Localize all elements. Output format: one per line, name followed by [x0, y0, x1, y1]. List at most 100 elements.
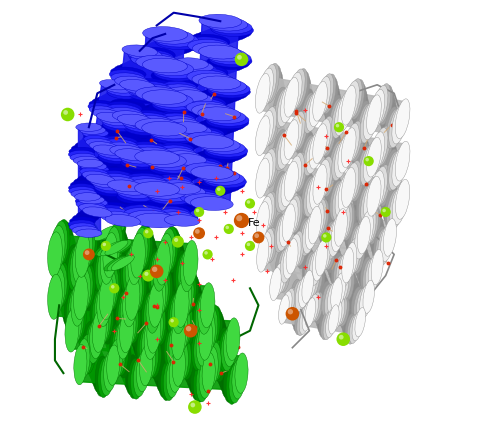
Ellipse shape: [71, 190, 97, 198]
Ellipse shape: [61, 234, 76, 279]
Ellipse shape: [164, 326, 178, 369]
Circle shape: [288, 309, 293, 315]
Ellipse shape: [151, 127, 196, 142]
Ellipse shape: [272, 214, 285, 251]
Ellipse shape: [193, 362, 207, 402]
Circle shape: [145, 230, 148, 234]
Ellipse shape: [280, 248, 292, 283]
Ellipse shape: [353, 132, 368, 171]
Ellipse shape: [122, 45, 157, 57]
Ellipse shape: [360, 285, 371, 318]
Ellipse shape: [341, 203, 355, 240]
Ellipse shape: [99, 151, 128, 162]
Circle shape: [61, 108, 74, 121]
Ellipse shape: [144, 317, 158, 360]
Circle shape: [172, 236, 184, 248]
Ellipse shape: [351, 287, 363, 320]
Ellipse shape: [151, 69, 196, 84]
Ellipse shape: [115, 149, 150, 161]
Ellipse shape: [345, 212, 358, 249]
Ellipse shape: [92, 290, 107, 335]
Ellipse shape: [163, 78, 198, 90]
Ellipse shape: [101, 225, 125, 240]
Ellipse shape: [345, 123, 359, 163]
Ellipse shape: [387, 190, 401, 229]
Ellipse shape: [125, 60, 161, 72]
Circle shape: [255, 233, 259, 238]
Ellipse shape: [182, 129, 225, 143]
Ellipse shape: [185, 65, 228, 79]
Ellipse shape: [187, 321, 201, 363]
Ellipse shape: [295, 71, 310, 111]
Ellipse shape: [183, 240, 198, 285]
Ellipse shape: [204, 48, 247, 62]
Ellipse shape: [142, 340, 156, 381]
Ellipse shape: [87, 130, 116, 141]
Ellipse shape: [90, 178, 119, 188]
Ellipse shape: [136, 225, 151, 270]
Polygon shape: [54, 278, 209, 324]
Ellipse shape: [83, 207, 112, 217]
Ellipse shape: [235, 353, 248, 393]
Ellipse shape: [96, 205, 131, 217]
Circle shape: [381, 207, 391, 217]
Ellipse shape: [188, 39, 230, 53]
Ellipse shape: [331, 253, 343, 288]
Ellipse shape: [116, 240, 131, 285]
Ellipse shape: [340, 268, 352, 301]
Ellipse shape: [126, 113, 171, 127]
Ellipse shape: [97, 112, 126, 123]
Ellipse shape: [224, 324, 237, 367]
Polygon shape: [85, 83, 127, 214]
Ellipse shape: [122, 304, 136, 347]
Ellipse shape: [297, 160, 311, 200]
Ellipse shape: [380, 170, 394, 210]
Ellipse shape: [290, 195, 303, 233]
Ellipse shape: [85, 191, 115, 201]
Ellipse shape: [350, 225, 363, 262]
Circle shape: [142, 270, 154, 282]
Ellipse shape: [273, 244, 285, 280]
Ellipse shape: [141, 134, 185, 149]
Circle shape: [336, 124, 339, 128]
Ellipse shape: [72, 214, 99, 222]
Ellipse shape: [347, 78, 362, 118]
Ellipse shape: [69, 147, 95, 156]
Ellipse shape: [74, 192, 100, 201]
Ellipse shape: [69, 184, 95, 192]
Ellipse shape: [142, 236, 156, 281]
Ellipse shape: [285, 271, 297, 304]
Ellipse shape: [96, 126, 126, 136]
Ellipse shape: [80, 126, 106, 134]
Ellipse shape: [107, 197, 143, 209]
Ellipse shape: [313, 292, 323, 321]
Ellipse shape: [268, 155, 283, 195]
Ellipse shape: [149, 61, 194, 76]
Ellipse shape: [79, 204, 108, 214]
Ellipse shape: [129, 50, 174, 64]
Ellipse shape: [116, 192, 152, 204]
Ellipse shape: [105, 240, 128, 255]
Ellipse shape: [336, 255, 348, 290]
Ellipse shape: [293, 111, 308, 151]
Ellipse shape: [147, 192, 192, 207]
Ellipse shape: [104, 256, 127, 271]
Ellipse shape: [110, 244, 133, 259]
Ellipse shape: [361, 185, 375, 225]
Ellipse shape: [350, 162, 364, 201]
Ellipse shape: [117, 114, 153, 126]
Ellipse shape: [299, 89, 314, 128]
Ellipse shape: [198, 289, 213, 334]
Ellipse shape: [283, 244, 295, 279]
Ellipse shape: [112, 163, 147, 175]
Ellipse shape: [111, 240, 134, 255]
Ellipse shape: [259, 68, 273, 108]
Ellipse shape: [102, 228, 126, 243]
Ellipse shape: [135, 198, 181, 212]
Ellipse shape: [116, 128, 152, 140]
Ellipse shape: [347, 121, 362, 161]
Ellipse shape: [186, 349, 199, 389]
Ellipse shape: [128, 240, 142, 285]
Ellipse shape: [148, 251, 163, 296]
Ellipse shape: [182, 127, 225, 141]
